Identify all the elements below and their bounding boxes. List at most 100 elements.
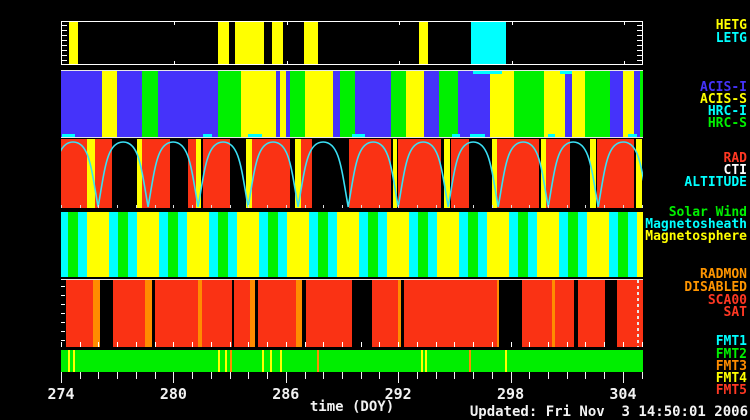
x-minor-tick xyxy=(135,372,137,379)
axis-tick xyxy=(637,40,642,41)
segment-acis-i xyxy=(61,71,103,137)
axis-tick xyxy=(62,25,67,26)
segment-radmon xyxy=(258,280,297,347)
x-major-tick xyxy=(173,372,175,383)
axis-tick xyxy=(399,22,401,25)
altitude-curve xyxy=(61,141,643,208)
legend-label-magnetosheath: Magnetosheath xyxy=(645,217,747,232)
segment-magnetosheath xyxy=(578,212,587,277)
segment-magnetosheath xyxy=(61,212,69,277)
segment-acis-i xyxy=(458,71,490,137)
line-fmt4 xyxy=(217,350,220,372)
segment-radmon xyxy=(202,280,233,347)
axis-tick xyxy=(435,342,437,347)
axis-tick xyxy=(323,205,325,208)
segment-hrc-s xyxy=(218,71,241,137)
segment-cti xyxy=(444,139,450,208)
x-tick-label: 280 xyxy=(159,385,187,403)
segment-rad xyxy=(94,139,112,208)
segment-magnetosphere xyxy=(237,212,260,277)
segment-cti xyxy=(392,139,398,208)
x-minor-tick xyxy=(267,372,269,379)
axis-tick xyxy=(229,342,231,347)
segment-hetg xyxy=(419,22,428,64)
axis-tick xyxy=(454,342,456,347)
axis-tick xyxy=(61,304,65,305)
segment-hrc-s xyxy=(390,71,406,137)
segment-hetg xyxy=(68,22,78,64)
segment-cti xyxy=(136,139,142,208)
axis-tick xyxy=(173,205,175,208)
axis-tick xyxy=(117,342,119,347)
band-solar-wind-regions xyxy=(61,212,643,277)
x-major-tick xyxy=(398,372,400,383)
axis-tick xyxy=(62,35,67,36)
segment-cti xyxy=(491,139,498,208)
now-line xyxy=(637,280,640,347)
segment-acis-i xyxy=(332,71,341,137)
x-minor-tick xyxy=(248,372,250,379)
axis-tick xyxy=(473,342,475,347)
axis-tick xyxy=(192,205,194,208)
segment-acis-s xyxy=(544,71,565,137)
axis-tick xyxy=(637,50,642,51)
legend-label-rad: RAD xyxy=(723,151,747,166)
axis-tick xyxy=(62,50,67,51)
axis-tick xyxy=(585,205,587,208)
segment-rad xyxy=(300,139,312,208)
x-minor-tick xyxy=(360,372,362,379)
legend-label-acis-i: ACIS-I xyxy=(700,80,747,95)
axis-tick xyxy=(585,342,587,347)
segment-acis-i xyxy=(634,71,640,137)
segment-acis-i xyxy=(564,71,573,137)
axis-tick xyxy=(62,30,67,31)
line-fmt4 xyxy=(270,350,272,372)
segment-magnetosheath xyxy=(478,212,488,277)
legend-label-fmt4: FMT4 xyxy=(715,371,747,386)
segment-acis-i xyxy=(424,71,440,137)
line-fmt4 xyxy=(261,350,264,372)
segment-solar-wind xyxy=(518,212,528,277)
hrc-i-mark xyxy=(452,134,460,137)
line-fmt4 xyxy=(72,350,75,372)
axis-tick xyxy=(79,342,81,347)
legend-label-altitude: ALTITUDE xyxy=(684,175,747,190)
axis-tick xyxy=(622,342,624,347)
axis-tick xyxy=(210,342,212,347)
axis-tick xyxy=(117,205,119,208)
axis-tick xyxy=(360,205,362,208)
segment-magnetosheath xyxy=(409,212,419,277)
axis-tick xyxy=(637,35,642,36)
segment-solar-wind xyxy=(268,212,279,277)
x-minor-tick xyxy=(229,372,231,379)
segment-radmon xyxy=(578,280,605,347)
line-fmt4 xyxy=(421,350,423,372)
segment-magnetosheath xyxy=(78,212,88,277)
axis-tick xyxy=(454,205,456,208)
x-minor-tick xyxy=(323,372,325,379)
x-tick-label: 274 xyxy=(47,385,75,403)
axis-tick xyxy=(510,342,512,347)
band-radiation-cti-altitude xyxy=(61,139,643,208)
axis-tick xyxy=(473,205,475,208)
axis-tick xyxy=(267,205,269,208)
axis-tick xyxy=(267,342,269,347)
x-minor-tick xyxy=(585,372,587,379)
segment-acis-s xyxy=(572,71,586,137)
segment-magnetosphere xyxy=(187,212,210,277)
x-minor-tick xyxy=(341,372,343,379)
legend-label-hetg: HETG xyxy=(715,18,747,33)
x-minor-tick xyxy=(566,372,568,379)
line-fmt4 xyxy=(424,350,427,372)
segment-hetg xyxy=(235,22,265,64)
axis-tick xyxy=(286,22,288,25)
axis-tick xyxy=(62,55,67,56)
axis-tick xyxy=(341,205,343,208)
axis-tick xyxy=(491,205,493,208)
segment-rad xyxy=(203,139,230,208)
axis-tick xyxy=(174,22,176,25)
legend-label-fmt3: FMT3 xyxy=(715,359,747,374)
segment-radmon xyxy=(113,280,146,347)
axis-tick xyxy=(304,342,306,347)
segment-magnetosheath xyxy=(209,212,219,277)
